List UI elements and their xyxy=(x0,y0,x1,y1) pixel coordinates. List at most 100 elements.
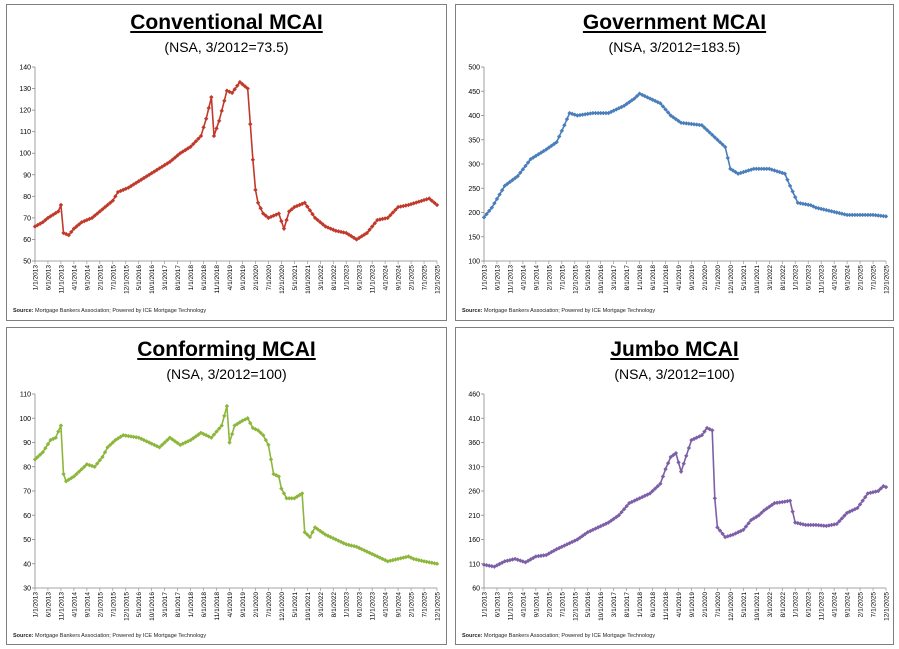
data-point xyxy=(105,445,110,450)
x-tick-label: 7/1/2025 xyxy=(871,265,878,291)
source-prefix: Source: xyxy=(462,633,483,639)
data-point xyxy=(756,513,762,518)
data-point xyxy=(198,133,204,139)
x-tick-label: 7/1/2020 xyxy=(715,592,722,618)
x-tick-label: 5/1/2021 xyxy=(741,265,748,291)
panel-conventional: Conventional MCAI (NSA, 3/2012=73.5) 50 6… xyxy=(6,4,447,321)
data-point xyxy=(211,432,217,437)
x-tick-label: 7/1/2020 xyxy=(715,265,722,291)
data-point xyxy=(286,209,292,214)
x-tick-label: 2/1/2020 xyxy=(702,592,709,618)
data-point xyxy=(216,426,222,431)
data-point xyxy=(201,125,206,130)
data-point xyxy=(196,432,201,437)
data-point xyxy=(860,498,865,503)
data-point xyxy=(82,464,87,469)
data-point xyxy=(276,211,281,216)
data-point xyxy=(255,428,261,433)
data-point xyxy=(232,87,237,92)
y-tick-label: 100 xyxy=(19,151,31,158)
data-point xyxy=(196,136,201,141)
x-tick-label: 9/1/2024 xyxy=(845,592,852,618)
source-text: Mortgage Bankers Association; Powered by… xyxy=(33,308,207,314)
data-point xyxy=(237,79,243,85)
x-tick-label: 12/1/2020 xyxy=(279,265,286,294)
x-tick-label: 11/1/2023 xyxy=(370,265,377,294)
x-tick-label: 5/1/2016 xyxy=(136,592,143,618)
x-tick-label: 5/1/2016 xyxy=(136,265,143,291)
data-point xyxy=(395,204,401,210)
data-point xyxy=(43,445,48,451)
data-point xyxy=(505,181,510,187)
x-tick-label: 1/1/2013 xyxy=(33,265,40,291)
data-point xyxy=(686,121,692,126)
data-point xyxy=(652,98,658,104)
x-tick-label: 10/1/2021 xyxy=(754,265,761,294)
data-point xyxy=(364,549,370,554)
y-tick-label: 130 xyxy=(19,86,31,93)
data-point xyxy=(312,215,318,221)
x-tick-label: 8/1/2017 xyxy=(175,265,182,291)
data-point xyxy=(364,230,370,236)
data-point xyxy=(852,212,858,218)
y-tick-label: 100 xyxy=(468,259,480,266)
data-point xyxy=(209,435,214,440)
y-tick-label: 210 xyxy=(468,513,480,520)
x-tick-label: 3/1/2017 xyxy=(611,265,618,291)
x-tick-label: 2/1/2025 xyxy=(409,592,416,618)
x-tick-label: 8/1/2017 xyxy=(624,592,631,618)
data-point xyxy=(178,442,183,448)
data-point xyxy=(429,198,435,203)
data-point xyxy=(76,469,82,474)
data-point xyxy=(665,460,671,466)
data-point xyxy=(704,425,710,431)
x-tick-label: 3/1/2017 xyxy=(611,592,618,618)
data-point xyxy=(793,194,798,200)
data-point xyxy=(159,442,165,448)
x-tick-label: 3/1/2017 xyxy=(162,592,169,618)
x-tick-label: 1/1/2018 xyxy=(188,265,195,291)
x-tick-label: 12/1/2015 xyxy=(123,592,130,621)
x-tick-label: 1/1/2023 xyxy=(344,592,351,618)
data-point xyxy=(110,440,116,445)
x-tick-label: 2/1/2015 xyxy=(97,265,104,291)
data-point xyxy=(92,464,97,469)
x-tick-label: 5/1/2021 xyxy=(741,592,748,618)
data-point xyxy=(673,450,679,456)
data-point xyxy=(388,212,393,218)
data-point xyxy=(310,211,315,217)
x-tick-label: 11/1/2013 xyxy=(507,265,514,294)
chart-title: Conforming MCAI xyxy=(137,338,316,361)
data-point xyxy=(831,522,837,527)
x-tick-label: 11/1/2018 xyxy=(214,592,221,621)
data-point xyxy=(56,429,61,434)
data-point xyxy=(608,518,614,523)
x-tick-label: 9/1/2019 xyxy=(240,265,247,291)
data-point xyxy=(349,543,354,548)
x-tick-label: 3/1/2022 xyxy=(767,592,774,618)
x-tick-label: 6/1/2018 xyxy=(201,592,208,618)
data-point xyxy=(434,561,440,566)
data-point xyxy=(676,460,681,465)
data-point xyxy=(427,196,432,201)
data-point xyxy=(216,118,222,124)
x-tick-label: 2/1/2020 xyxy=(702,265,709,291)
x-tick-label: 6/1/2023 xyxy=(806,265,813,291)
x-tick-label: 1/1/2013 xyxy=(482,265,489,291)
data-point xyxy=(165,437,170,443)
data-point xyxy=(772,500,777,506)
data-point xyxy=(497,192,502,197)
data-point xyxy=(229,431,235,437)
x-tick-label: 12/1/2020 xyxy=(728,265,735,294)
data-point xyxy=(263,437,269,443)
data-point xyxy=(108,442,113,448)
panel-government: Government MCAI (NSA, 3/2012=183.5) 100 1… xyxy=(455,4,894,321)
data-point xyxy=(523,163,528,169)
data-point xyxy=(616,106,622,111)
data-point xyxy=(601,110,606,116)
data-point xyxy=(92,213,97,218)
data-point xyxy=(855,212,860,218)
data-point xyxy=(577,112,583,118)
x-tick-label: 2/1/2015 xyxy=(97,592,104,618)
data-point xyxy=(541,553,546,558)
